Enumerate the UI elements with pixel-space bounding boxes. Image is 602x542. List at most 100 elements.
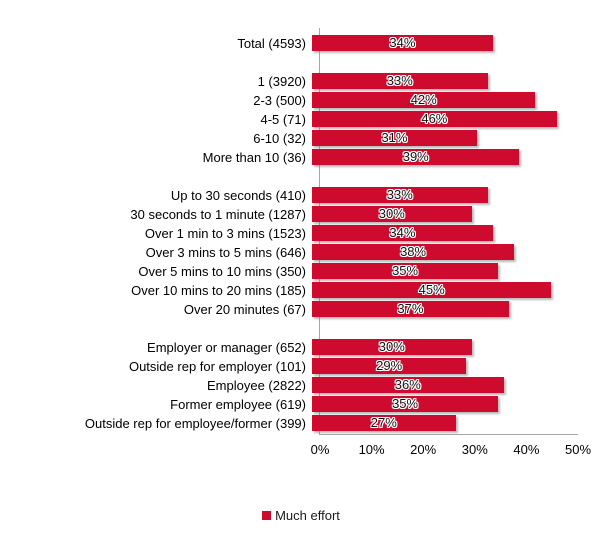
plot-rows: Total (4593) 34% 1 (3920) 33% 2-3 (500) 42% 4-…	[0, 35, 578, 434]
category-label: 6-10 (32)	[253, 131, 306, 146]
value-label: 36%	[394, 377, 421, 392]
bar-row: 4-5 (71) 46%	[0, 111, 578, 130]
category-label: Total (4593)	[237, 36, 306, 51]
bar	[312, 396, 499, 412]
bar-track: 36%	[312, 377, 578, 393]
bar-track: 34%	[312, 225, 578, 241]
value-label: 37%	[397, 301, 424, 316]
bar-track: 33%	[312, 73, 578, 89]
bar	[312, 111, 557, 127]
category-label: Over 20 minutes (67)	[183, 302, 306, 317]
bar-row: Employee (2822) 36%	[0, 377, 578, 396]
bar-row: Outside rep for employee/former (399) 27%	[0, 415, 578, 434]
bar-row: Up to 30 seconds (410) 33%	[0, 187, 578, 206]
bar-row: 1 (3920) 33%	[0, 73, 578, 92]
x-tick-label: 20%	[410, 442, 437, 457]
bar-row: Employer or manager (652) 30%	[0, 339, 578, 358]
category-label: Over 5 mins to 10 mins (350)	[138, 264, 306, 279]
bar	[312, 187, 488, 203]
bar	[312, 415, 456, 431]
bar-row: Total (4593) 34%	[0, 35, 578, 54]
bar-track: 33%	[312, 187, 578, 203]
bar	[312, 263, 499, 279]
bar	[312, 244, 515, 260]
bar-track: 27%	[312, 415, 578, 431]
category-label: Over 1 min to 3 mins (1523)	[144, 226, 306, 241]
category-label: Outside rep for employee/former (399)	[84, 416, 306, 431]
bar	[312, 73, 488, 89]
value-label: 42%	[410, 92, 437, 107]
group-spacer	[0, 320, 578, 339]
x-axis-line	[319, 434, 578, 435]
legend: Much effort	[0, 508, 602, 523]
bar	[312, 149, 520, 165]
bar	[312, 225, 493, 241]
bar-row: Over 1 min to 3 mins (1523) 34%	[0, 225, 578, 244]
value-label: 30%	[378, 206, 405, 221]
category-label: 4-5 (71)	[260, 112, 306, 127]
group-spacer	[0, 168, 578, 187]
value-label: 29%	[376, 358, 403, 373]
bar-row: Former employee (619) 35%	[0, 396, 578, 415]
value-label: 34%	[389, 35, 416, 50]
bar-track: 34%	[312, 35, 578, 51]
category-label: Employer or manager (652)	[147, 340, 306, 355]
bar	[312, 282, 552, 298]
value-label: 30%	[378, 339, 405, 354]
value-label: 46%	[421, 111, 448, 126]
value-label: 39%	[402, 149, 429, 164]
value-label: 27%	[370, 415, 397, 430]
bar	[312, 35, 493, 51]
category-label: Over 3 mins to 5 mins (646)	[145, 245, 306, 260]
category-label: Over 10 mins to 20 mins (185)	[131, 283, 306, 298]
legend-label-much-effort: Much effort	[275, 508, 340, 523]
value-label: 33%	[386, 73, 413, 88]
value-label: 31%	[381, 130, 408, 145]
bar-row: Outside rep for employer (101) 29%	[0, 358, 578, 377]
plot-area: Total (4593) 34% 1 (3920) 33% 2-3 (500) 42% 4-…	[0, 28, 578, 434]
bar	[312, 358, 467, 374]
bar-track: 30%	[312, 339, 578, 355]
category-label: 30 seconds to 1 minute (1287)	[130, 207, 306, 222]
bar	[312, 339, 472, 355]
bar-track: 45%	[312, 282, 578, 298]
value-label: 35%	[392, 263, 419, 278]
x-tick-label: 10%	[358, 442, 385, 457]
bar-track: 37%	[312, 301, 578, 317]
bar	[312, 92, 536, 108]
category-label: Outside rep for employer (101)	[128, 359, 306, 374]
bar-track: 42%	[312, 92, 578, 108]
bar	[312, 130, 477, 146]
category-label: Up to 30 seconds (410)	[170, 188, 306, 203]
bar-row: Over 20 minutes (67) 37%	[0, 301, 578, 320]
bar-track: 39%	[312, 149, 578, 165]
x-tick-label: 40%	[513, 442, 540, 457]
bar-track: 31%	[312, 130, 578, 146]
legend-swatch-much-effort	[262, 511, 272, 520]
category-label: Former employee (619)	[170, 397, 306, 412]
bar	[312, 206, 472, 222]
category-label: More than 10 (36)	[202, 150, 306, 165]
bar	[312, 377, 504, 393]
value-label: 34%	[389, 225, 416, 240]
bar-track: 46%	[312, 111, 578, 127]
bar-row: 30 seconds to 1 minute (1287) 30%	[0, 206, 578, 225]
group-spacer	[0, 54, 578, 73]
value-label: 35%	[392, 396, 419, 411]
bar-track: 35%	[312, 396, 578, 412]
bar-row: 2-3 (500) 42%	[0, 92, 578, 111]
x-tick-label: 30%	[461, 442, 488, 457]
bar-row: Over 5 mins to 10 mins (350) 35%	[0, 263, 578, 282]
bar	[312, 301, 509, 317]
x-tick-label: 50%	[564, 442, 592, 457]
value-label: 38%	[400, 244, 427, 259]
category-label: 1 (3920)	[257, 74, 306, 89]
value-label: 33%	[386, 187, 413, 202]
bar-track: 35%	[312, 263, 578, 279]
x-tick-label: 0%	[310, 442, 330, 457]
bar-row: Over 10 mins to 20 mins (185) 45%	[0, 282, 578, 301]
value-label: 45%	[418, 282, 445, 297]
bar-row: Over 3 mins to 5 mins (646) 38%	[0, 244, 578, 263]
category-label: 2-3 (500)	[253, 93, 306, 108]
